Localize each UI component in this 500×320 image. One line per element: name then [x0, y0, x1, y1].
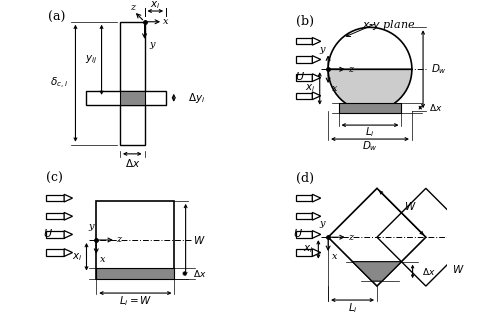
Text: $L_i$: $L_i$ — [365, 125, 375, 139]
Bar — [120, 22, 144, 145]
Text: z: z — [348, 65, 353, 74]
Bar — [96, 201, 174, 279]
Polygon shape — [312, 231, 320, 238]
Polygon shape — [46, 195, 64, 201]
Polygon shape — [64, 249, 72, 256]
Polygon shape — [312, 212, 320, 220]
Polygon shape — [352, 262, 402, 281]
Text: $\Delta x$: $\Delta x$ — [192, 268, 206, 279]
Polygon shape — [312, 194, 320, 202]
Text: (d): (d) — [296, 172, 314, 185]
Text: y: y — [320, 45, 326, 54]
Polygon shape — [312, 74, 320, 82]
Text: y: y — [88, 221, 94, 230]
Polygon shape — [296, 92, 312, 99]
Text: $\delta_{c,i}$: $\delta_{c,i}$ — [50, 76, 68, 91]
Text: (c): (c) — [46, 172, 63, 185]
Text: $U$: $U$ — [43, 227, 53, 239]
Text: $x_i$: $x_i$ — [150, 0, 160, 11]
Text: $L_i=W$: $L_i=W$ — [118, 294, 152, 308]
Polygon shape — [296, 75, 312, 81]
Text: $x_i$: $x_i$ — [304, 244, 314, 255]
Text: y: y — [320, 219, 326, 228]
Polygon shape — [312, 249, 320, 256]
Polygon shape — [64, 231, 72, 238]
Text: $\Delta x$: $\Delta x$ — [422, 266, 436, 277]
Text: $D_w$: $D_w$ — [362, 139, 378, 153]
Text: $L_i$: $L_i$ — [348, 301, 358, 315]
Polygon shape — [64, 194, 72, 202]
Text: z: z — [348, 233, 353, 242]
Text: (a): (a) — [48, 11, 65, 24]
Wedge shape — [328, 27, 412, 69]
Bar — [96, 268, 174, 279]
Text: y: y — [149, 40, 154, 49]
Polygon shape — [46, 231, 64, 237]
Polygon shape — [296, 56, 312, 63]
Text: $\Delta x$: $\Delta x$ — [428, 102, 442, 113]
Polygon shape — [296, 195, 312, 201]
Polygon shape — [296, 231, 312, 237]
Text: $U$: $U$ — [293, 227, 303, 239]
Wedge shape — [328, 69, 412, 111]
Polygon shape — [64, 212, 72, 220]
Polygon shape — [312, 37, 320, 45]
Polygon shape — [296, 213, 312, 220]
Text: x: x — [100, 255, 106, 264]
Text: x: x — [332, 252, 338, 261]
Text: z: z — [116, 236, 121, 244]
Text: $y_{ij}$: $y_{ij}$ — [84, 53, 97, 66]
Bar — [338, 103, 402, 113]
Text: $x_i$: $x_i$ — [72, 251, 82, 263]
Polygon shape — [296, 249, 312, 256]
Polygon shape — [312, 92, 320, 100]
Text: $\Delta y_i$: $\Delta y_i$ — [188, 91, 205, 105]
Text: $D_w$: $D_w$ — [432, 62, 448, 76]
Text: z: z — [130, 4, 135, 12]
Text: x: x — [164, 17, 169, 26]
Polygon shape — [296, 38, 312, 44]
Text: x: x — [332, 84, 338, 93]
Polygon shape — [46, 213, 64, 220]
Bar — [86, 91, 166, 105]
Text: $x$-$y$ plane: $x$-$y$ plane — [362, 18, 415, 32]
Text: $U$: $U$ — [294, 70, 304, 82]
Bar — [120, 91, 144, 105]
Polygon shape — [46, 249, 64, 256]
Text: $W$: $W$ — [452, 263, 465, 275]
Text: $W$: $W$ — [192, 234, 205, 246]
Text: (b): (b) — [296, 15, 314, 28]
Polygon shape — [328, 188, 426, 286]
Text: $W$: $W$ — [404, 200, 416, 212]
Text: $\Delta x$: $\Delta x$ — [124, 157, 140, 169]
Text: $x_i$: $x_i$ — [305, 83, 315, 94]
Polygon shape — [312, 56, 320, 63]
